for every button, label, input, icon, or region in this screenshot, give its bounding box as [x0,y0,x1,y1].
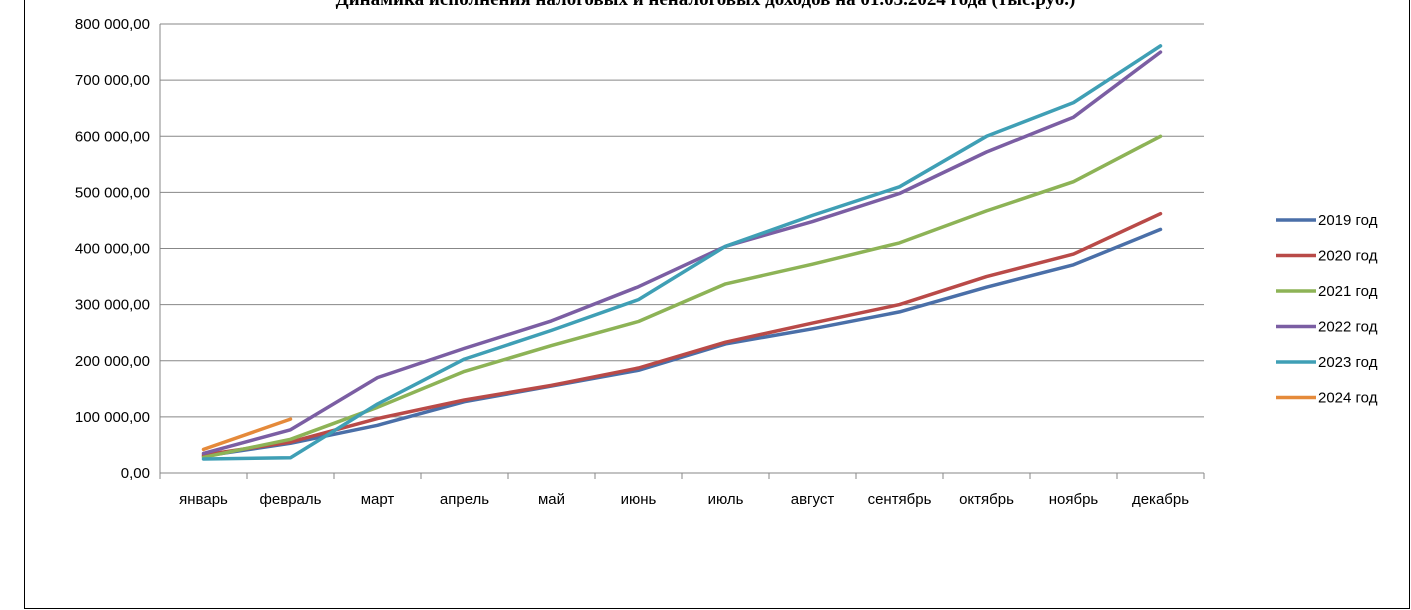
x-tick-label: август [791,491,835,508]
series-line-2020-год [201,211,1163,457]
chart-frame [24,0,1410,609]
series-lines [201,44,1163,461]
axes [159,24,1205,479]
series-line-2021-год [201,134,1163,460]
legend-label: 2024 год [1318,390,1378,407]
y-tick-label: 300 000,00 [75,297,150,314]
y-tick-label: 100 000,00 [75,409,150,426]
legend-label: 2020 год [1318,248,1378,265]
x-tick-label: март [361,491,395,508]
y-tick-label: 0,00 [121,465,150,482]
x-tick-label: июль [708,491,744,508]
legend-label: 2021 год [1318,283,1378,300]
legend: 2019 год 2020 год 2021 год 2022 год 2023 год… [1276,212,1378,407]
x-tick-label: декабрь [1132,491,1189,508]
series-line-2019-год [201,227,1163,458]
x-tick-label: ноябрь [1049,491,1099,508]
x-tick-label: июнь [621,491,657,508]
y-tick-label: 400 000,00 [75,241,150,258]
y-tick-label: 600 000,00 [75,128,150,145]
x-axis-ticks: январь февраль март апрель май июнь июль август… [179,491,1189,508]
series-line-2024-год [201,417,293,452]
y-tick-label: 700 000,00 [75,72,150,89]
y-axis-ticks: 0,00 100 000,00 200 000,00 300 000,00 400 00… [75,16,150,482]
legend-label: 2022 год [1318,319,1378,336]
x-tick-label: октябрь [959,491,1014,508]
legend-label: 2019 год [1318,212,1378,229]
y-tick-label: 500 000,00 [75,184,150,201]
legend-label: 2023 год [1318,354,1378,371]
x-tick-label: сентябрь [868,491,932,508]
x-tick-label: апрель [440,491,489,508]
gridlines [160,23,1204,418]
x-tick-label: май [538,491,565,508]
chart-title: Динамика исполнения налоговых и неналого… [0,0,1411,11]
series-line-2023-год [201,44,1163,461]
x-tick-label: февраль [260,491,322,508]
y-tick-label: 800 000,00 [75,16,150,33]
series-line-2022-год [201,50,1163,456]
x-tick-label: январь [179,491,228,508]
y-tick-label: 200 000,00 [75,353,150,370]
